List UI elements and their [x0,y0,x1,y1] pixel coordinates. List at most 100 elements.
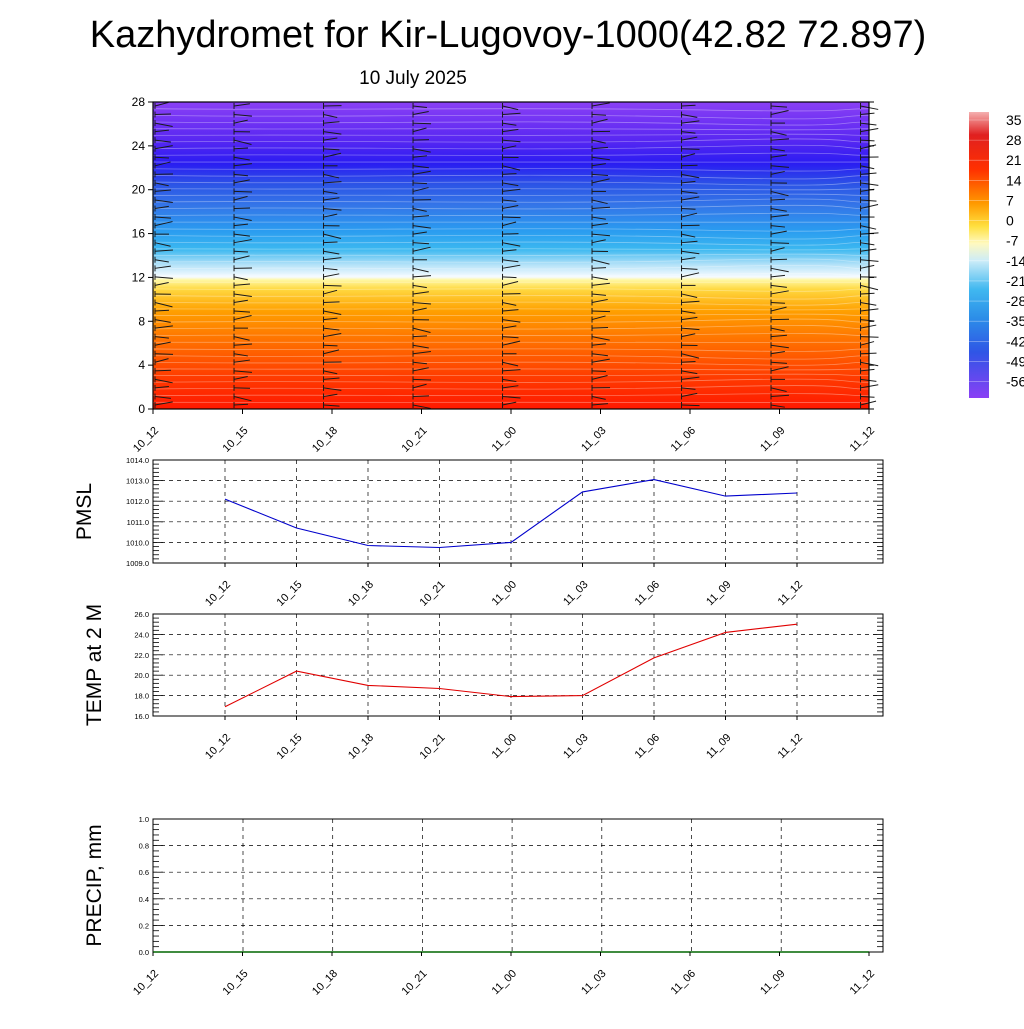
x-tick-label: 10_12 [131,968,161,998]
y-axis-title: PMSL [73,483,96,540]
y-tick-label: 1013.0 [126,477,149,486]
y-tick-label: 16.0 [134,712,149,721]
wind-barb [771,259,787,260]
x-tick-label: 11_00 [490,579,520,609]
colorbar-gradient [969,112,989,398]
y-tick-label: 20 [132,183,146,197]
x-tick-label: 11_12 [848,425,878,455]
x-tick-label: 10_15 [221,968,251,998]
wind-barb [324,302,340,303]
colorbar-label: -21 [1006,273,1024,289]
y-tick-label: 0.0 [139,948,149,957]
y-tick-label: 1011.0 [127,518,149,527]
y-tick-label: 1.0 [139,815,149,824]
y-tick-label: 26.0 [134,610,149,619]
x-tick-label: 11_00 [490,968,520,998]
x-tick-label: 10_21 [400,968,430,998]
colorbar-label: -42 [1006,333,1024,349]
wind-barb [592,328,608,329]
wind-barb [682,149,700,150]
wind-barb [155,114,171,115]
colorbar-label: 14 [1006,172,1022,188]
colorbar-label: -28 [1006,293,1024,309]
x-tick-label: 11_12 [848,968,878,998]
colorbar-label: 35 [1006,112,1022,128]
wind-barb [682,165,698,166]
x-tick-label: 10_21 [418,579,448,609]
x-tick-label: 10_15 [221,425,251,455]
plot-frame [153,819,883,952]
wind-barb [234,191,252,192]
y-tick-label: 0.6 [139,868,149,877]
wind-barb [682,405,700,406]
wind-barb [155,354,173,355]
y-tick-label: 1010.0 [126,538,149,547]
colorbar-label: -7 [1006,233,1019,249]
x-tick-label: 11_09 [704,732,734,762]
x-tick-label: 11_06 [669,425,699,455]
y-tick-label: 12 [132,270,146,284]
colorbar-label: -35 [1006,313,1024,329]
x-tick-label: 11_03 [561,579,591,609]
x-tick-label: 11_12 [776,579,806,609]
series-line [225,480,797,548]
wind-barb [413,140,429,141]
wind-barb [413,396,429,397]
y-tick-label: 1014.0 [126,456,149,465]
y-tick-label: 22.0 [134,651,149,660]
x-tick-label: 11_09 [758,425,788,455]
x-tick-label: 11_09 [704,579,734,609]
x-tick-label: 11_06 [669,968,699,998]
y-tick-label: 16 [132,227,146,241]
y-tick-label: 0.8 [139,842,149,851]
x-tick-label: 10_21 [418,732,448,762]
y-tick-label: 8 [138,314,145,328]
x-tick-label: 11_06 [633,579,663,609]
x-tick-label: 11_03 [561,732,591,762]
x-tick-label: 11_03 [579,968,609,998]
y-tick-label: 1009.0 [126,559,149,568]
y-tick-label: 24 [132,139,146,153]
x-tick-label: 10_12 [131,425,161,455]
y-tick-label: 4 [138,358,145,372]
colorbar-label: 7 [1006,192,1014,208]
colorbar-label: -49 [1006,353,1024,369]
x-tick-label: 10_21 [400,425,430,455]
x-tick-label: 10_18 [310,968,340,998]
wind-barb [234,208,250,209]
x-tick-label: 11_12 [776,732,806,762]
wind-barb [413,123,431,124]
y-axis-title: TEMP at 2 M [83,604,106,726]
x-tick-label: 10_15 [275,579,305,609]
plot-frame [153,614,883,716]
wind-barb [503,234,519,235]
colorbar-label: -14 [1006,253,1024,269]
y-tick-label: 0 [138,402,145,416]
pmsl-panel: 1009.0 1010.0 1011.0 1012.0 1013.0 1014.0 10_1… [73,456,883,609]
x-tick-label: 10_18 [346,732,376,762]
x-tick-label: 10_15 [275,732,305,762]
y-tick-label: 20.0 [134,671,149,680]
wind-barb [503,217,521,218]
y-tick-label: 24.0 [134,630,149,639]
page-subtitle: 10 July 2025 [359,68,467,89]
x-tick-label: 11_06 [633,732,663,762]
y-tick-label: 1012.0 [126,497,149,506]
wind-barb [324,285,342,286]
y-tick-label: 18.0 [134,692,149,701]
page-title: Kazhydromet for Kir-Lugovoy-1000(42.82 7… [90,14,926,56]
y-tick-label: 28 [132,95,146,109]
wind-barb [155,370,171,371]
x-tick-label: 11_09 [758,968,788,998]
x-tick-label: 10_18 [310,425,340,455]
wind-barb [413,379,431,380]
wind-barb [771,243,789,244]
colorbar-label: -56 [1006,374,1024,390]
x-tick-label: 11_00 [490,732,520,762]
x-tick-label: 11_03 [579,425,609,455]
